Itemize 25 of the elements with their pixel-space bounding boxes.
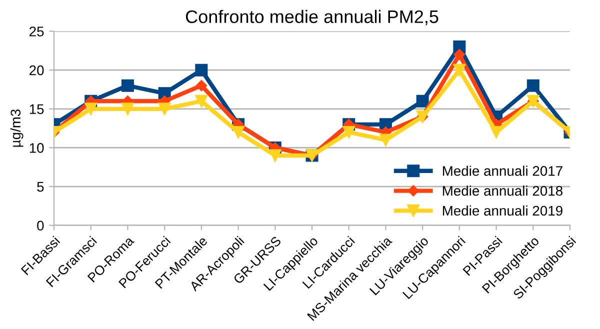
point xyxy=(121,102,134,116)
y-tick-label: 15 xyxy=(30,104,44,114)
point xyxy=(196,80,208,92)
chart-title: Confronto medie annuali PM2,5 xyxy=(186,10,438,26)
point xyxy=(416,94,429,108)
point xyxy=(158,102,171,116)
legend-label: Medie annuali 2018 xyxy=(442,186,562,196)
y-tick-label: 20 xyxy=(30,65,44,76)
legend-label: Medie annuali 2019 xyxy=(442,205,562,216)
point xyxy=(454,48,466,60)
point xyxy=(195,64,208,76)
point xyxy=(84,102,98,116)
y-tick-label: 5 xyxy=(37,182,44,192)
point xyxy=(342,126,356,138)
legend-label: Medie annuali 2017 xyxy=(442,166,562,176)
point xyxy=(453,64,466,76)
point xyxy=(121,79,134,92)
point xyxy=(268,149,282,162)
point xyxy=(379,134,392,146)
y-tick-label: 25 xyxy=(30,26,44,36)
point xyxy=(526,79,540,92)
y-axis-title: µg/m3 xyxy=(10,109,24,147)
point xyxy=(195,94,208,108)
y-tick-label: 0 xyxy=(37,220,44,231)
y-tick-label: 10 xyxy=(30,143,44,153)
